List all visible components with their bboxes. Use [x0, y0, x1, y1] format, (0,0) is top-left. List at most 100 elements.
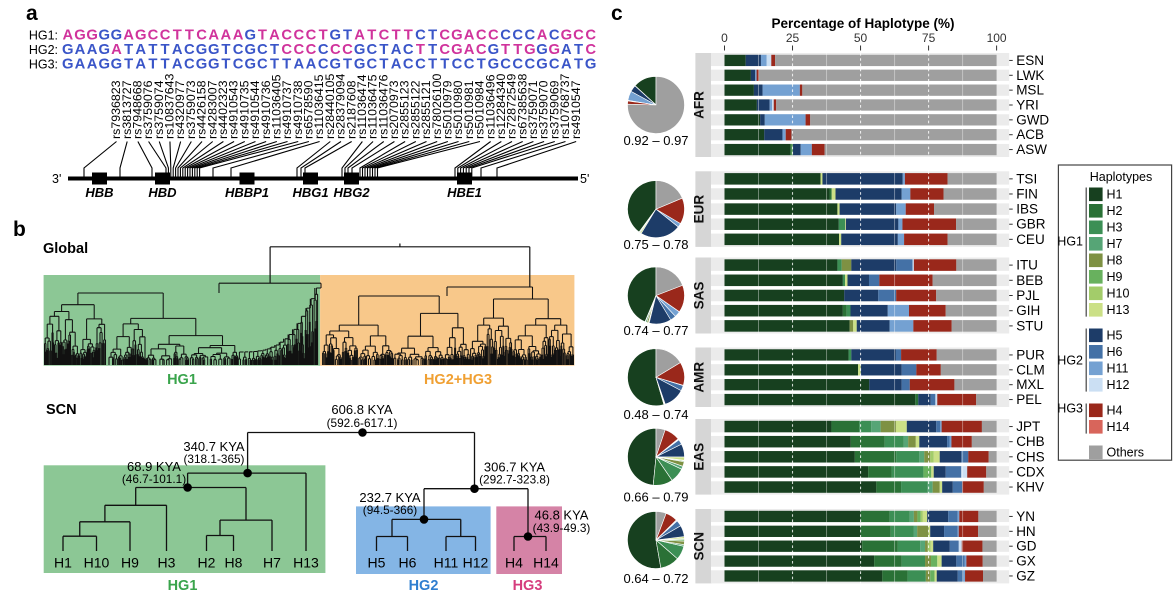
svg-text:C: C — [476, 42, 487, 58]
svg-text:GBR: GBR — [1016, 217, 1046, 232]
svg-text:CLM: CLM — [1016, 362, 1045, 377]
svg-text:HBB: HBB — [85, 185, 113, 200]
svg-text:H10: H10 — [84, 555, 110, 571]
svg-text:C: C — [306, 28, 317, 44]
svg-text:H3: H3 — [158, 555, 176, 571]
svg-text:rs28379094: rs28379094 — [334, 73, 348, 139]
svg-text:C: C — [573, 28, 584, 44]
svg-text:rs3759071: rs3759071 — [526, 80, 540, 139]
svg-text:KHV: KHV — [1016, 480, 1044, 495]
svg-text:rs5010979: rs5010979 — [440, 80, 454, 139]
svg-text:C: C — [257, 42, 268, 58]
svg-text:(94.5-366): (94.5-366) — [363, 503, 417, 517]
svg-text:A: A — [75, 42, 86, 58]
svg-text:T: T — [185, 28, 194, 44]
svg-text:rs2855121: rs2855121 — [419, 80, 433, 139]
svg-text:A: A — [391, 42, 402, 58]
svg-text:A: A — [62, 28, 73, 44]
svg-text:GWD: GWD — [1016, 112, 1049, 127]
svg-text:C: C — [500, 57, 511, 73]
svg-text:CDX: CDX — [1016, 464, 1045, 479]
svg-text:HBE1: HBE1 — [447, 185, 482, 200]
svg-text:T: T — [513, 42, 522, 58]
svg-text:A: A — [537, 28, 548, 44]
svg-text:rs4910544: rs4910544 — [248, 80, 262, 139]
svg-text:HG2:: HG2: — [29, 43, 58, 57]
svg-text:rs3759074: rs3759074 — [152, 80, 166, 139]
svg-text:G: G — [244, 28, 256, 44]
svg-text:C: C — [293, 42, 304, 58]
svg-text:(592.6-617.1): (592.6-617.1) — [327, 416, 398, 430]
svg-text:G: G — [524, 42, 536, 58]
svg-text:rs12284340: rs12284340 — [494, 73, 508, 139]
svg-text:IBS: IBS — [1016, 202, 1038, 217]
svg-text:H6: H6 — [399, 555, 417, 571]
svg-text:T: T — [428, 42, 437, 58]
svg-text:5': 5' — [580, 172, 589, 186]
svg-text:C: C — [525, 28, 536, 44]
svg-text:PJL: PJL — [1016, 288, 1040, 303]
svg-text:C: C — [281, 42, 292, 58]
svg-text:rs11036496: rs11036496 — [483, 74, 497, 139]
svg-text:C: C — [585, 28, 596, 44]
svg-text:HG3:: HG3: — [29, 58, 58, 72]
svg-text:rs4426158: rs4426158 — [195, 80, 209, 139]
svg-text:rs3813727: rs3813727 — [120, 80, 134, 139]
svg-text:G: G — [536, 57, 548, 73]
svg-text:T: T — [319, 28, 328, 44]
svg-text:HG1: HG1 — [168, 578, 198, 594]
svg-text:A: A — [172, 57, 183, 73]
svg-text:G: G — [196, 57, 208, 73]
svg-text:C: C — [525, 57, 536, 73]
svg-text:YRI: YRI — [1016, 98, 1039, 113]
svg-text:G: G — [548, 42, 560, 58]
svg-text:G: G — [99, 42, 111, 58]
svg-text:T: T — [221, 57, 230, 73]
svg-text:C: C — [488, 28, 499, 44]
svg-text:0.74 – 0.77: 0.74 – 0.77 — [623, 323, 688, 338]
svg-text:(292.7-323.8): (292.7-323.8) — [479, 473, 550, 487]
svg-text:rs2855122: rs2855122 — [408, 80, 422, 139]
svg-text:G: G — [135, 28, 147, 44]
svg-text:rs4910547: rs4910547 — [569, 80, 583, 139]
svg-text:G: G — [208, 57, 220, 73]
svg-text:SCN: SCN — [692, 532, 707, 561]
svg-text:a: a — [26, 2, 38, 25]
svg-text:A: A — [464, 28, 475, 44]
svg-text:rs3759076: rs3759076 — [141, 80, 155, 139]
svg-text:T: T — [270, 57, 279, 73]
svg-text:H4: H4 — [505, 555, 523, 571]
svg-text:HBD: HBD — [148, 185, 177, 200]
svg-text:C: C — [281, 28, 292, 44]
svg-text:AFR: AFR — [692, 91, 707, 119]
svg-text:HN: HN — [1016, 524, 1035, 539]
svg-text:H6: H6 — [1107, 345, 1123, 359]
svg-text:T: T — [574, 42, 583, 58]
svg-text:T: T — [428, 28, 437, 44]
svg-text:A: A — [172, 42, 183, 58]
svg-text:(318.1-365): (318.1-365) — [184, 452, 245, 466]
svg-text:rs3759073: rs3759073 — [184, 80, 198, 139]
svg-text:FIN: FIN — [1016, 186, 1038, 201]
svg-text:A: A — [561, 57, 572, 73]
svg-text:T: T — [343, 28, 352, 44]
svg-text:G: G — [62, 42, 74, 58]
svg-text:T: T — [173, 28, 182, 44]
svg-text:T: T — [574, 57, 583, 73]
svg-text:G: G — [244, 42, 256, 58]
svg-text:Haplotypes: Haplotypes — [1090, 170, 1153, 184]
svg-text:A: A — [111, 42, 122, 58]
svg-text:A: A — [135, 57, 146, 73]
svg-text:H8: H8 — [225, 555, 243, 571]
svg-text:606.8 KYA: 606.8 KYA — [331, 402, 393, 417]
svg-text:Percentage of Haplotype (%): Percentage of Haplotype (%) — [771, 16, 954, 31]
svg-text:HG1: HG1 — [167, 372, 197, 388]
svg-text:T: T — [379, 42, 388, 58]
svg-text:C: C — [464, 57, 475, 73]
svg-text:100: 100 — [987, 31, 1007, 45]
svg-text:rs3759069: rs3759069 — [547, 80, 561, 139]
svg-text:rs5010980: rs5010980 — [451, 80, 465, 139]
svg-text:A: A — [221, 28, 232, 44]
svg-text:rs5010981: rs5010981 — [462, 80, 476, 139]
svg-text:0.48 – 0.74: 0.48 – 0.74 — [623, 407, 688, 422]
